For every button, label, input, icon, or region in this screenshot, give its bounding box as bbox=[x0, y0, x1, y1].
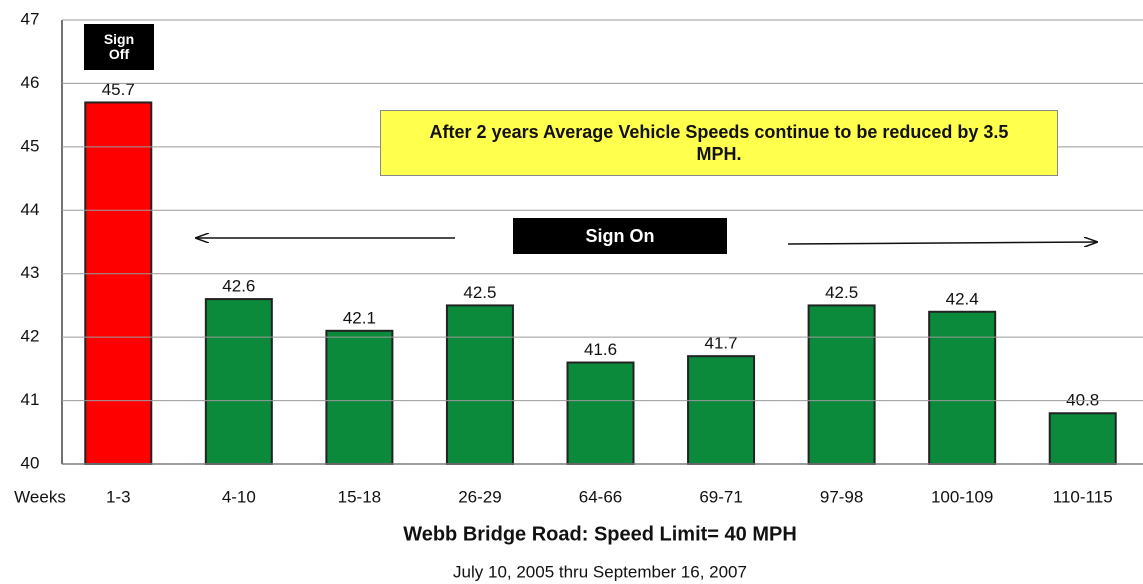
chart-subtitle: July 10, 2005 thru September 16, 2007 bbox=[453, 562, 747, 581]
y-tick-label: 41 bbox=[21, 390, 40, 409]
x-tick-label: 64-66 bbox=[579, 487, 622, 506]
bar bbox=[928, 310, 997, 465]
bar bbox=[325, 329, 394, 465]
x-axis-label: Weeks bbox=[14, 487, 66, 506]
bar bbox=[84, 101, 153, 465]
x-tick-label: 69-71 bbox=[699, 487, 742, 506]
value-label: 42.1 bbox=[343, 308, 376, 327]
x-tick-label: 1-3 bbox=[106, 487, 131, 506]
value-label: 45.7 bbox=[102, 80, 135, 99]
bar bbox=[1048, 412, 1117, 465]
bar bbox=[445, 304, 514, 465]
chart-title: Webb Bridge Road: Speed Limit= 40 MPH bbox=[403, 523, 797, 545]
arrow-right bbox=[787, 242, 1097, 244]
value-label: 42.5 bbox=[825, 283, 858, 302]
x-tick-label: 100-109 bbox=[931, 487, 993, 506]
value-label: 41.6 bbox=[584, 340, 617, 359]
x-tick-label: 15-18 bbox=[338, 487, 381, 506]
bar bbox=[687, 355, 756, 465]
y-tick-label: 43 bbox=[21, 263, 40, 282]
y-tick-label: 45 bbox=[21, 136, 40, 155]
bar bbox=[204, 298, 273, 466]
bar bbox=[807, 304, 876, 465]
value-label: 42.4 bbox=[946, 289, 979, 308]
annotation-sign-off: Sign Off bbox=[84, 24, 154, 70]
value-label: 41.7 bbox=[705, 334, 738, 353]
y-tick-label: 40 bbox=[21, 453, 40, 472]
x-tick-label: 110-115 bbox=[1053, 487, 1113, 506]
y-tick-label: 46 bbox=[21, 73, 40, 92]
value-label: 42.6 bbox=[222, 277, 255, 296]
x-tick-label: 26-29 bbox=[458, 487, 501, 506]
annotation-sign-on: Sign On bbox=[513, 218, 727, 254]
y-tick-label: 47 bbox=[21, 9, 40, 28]
value-label: 42.5 bbox=[463, 283, 496, 302]
y-tick-label: 42 bbox=[21, 327, 40, 346]
bar bbox=[566, 361, 635, 465]
annotation-note: After 2 years Average Vehicle Speeds con… bbox=[380, 110, 1058, 176]
y-tick-label: 44 bbox=[21, 200, 40, 219]
x-tick-label: 4-10 bbox=[222, 487, 256, 506]
x-tick-label: 97-98 bbox=[820, 487, 863, 506]
